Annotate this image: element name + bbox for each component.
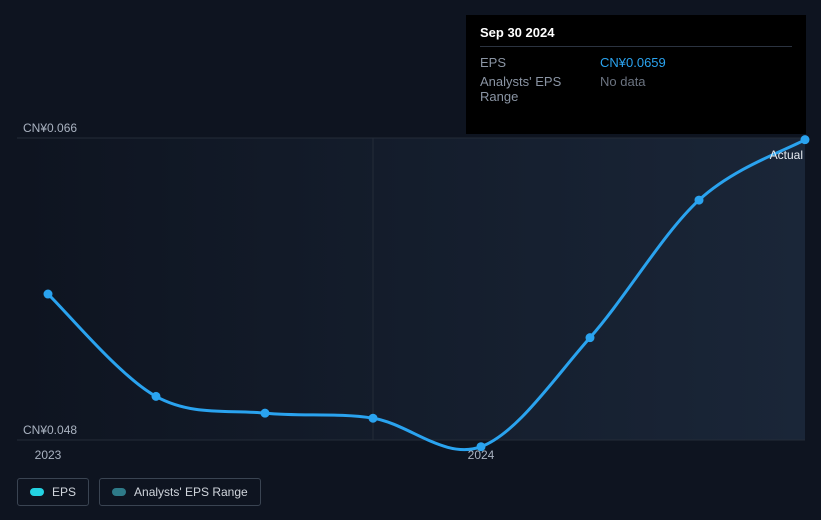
legend-label: Analysts' EPS Range xyxy=(134,485,248,499)
legend-item[interactable]: EPS xyxy=(17,478,89,506)
tooltip-key: Analysts' EPS Range xyxy=(480,74,600,104)
chart-area: CN¥0.066 CN¥0.048 20232024 Actual xyxy=(17,120,805,440)
x-axis-tick: 2023 xyxy=(35,448,62,462)
legend-label: EPS xyxy=(52,485,76,499)
data-point[interactable] xyxy=(152,392,161,401)
actual-label: Actual xyxy=(770,148,803,162)
eps-line-chart xyxy=(17,120,805,440)
tooltip-value: CN¥0.0659 xyxy=(600,55,666,70)
legend-item[interactable]: Analysts' EPS Range xyxy=(99,478,261,506)
chart-container: Sep 30 2024 EPSCN¥0.0659Analysts' EPS Ra… xyxy=(0,0,821,520)
tooltip-row: EPSCN¥0.0659 xyxy=(480,53,792,72)
x-axis-tick: 2024 xyxy=(468,448,495,462)
tooltip-date: Sep 30 2024 xyxy=(480,25,792,47)
tooltip-row: Analysts' EPS RangeNo data xyxy=(480,72,792,106)
tooltip-key: EPS xyxy=(480,55,600,70)
y-axis-tick-top: CN¥0.066 xyxy=(23,121,77,135)
data-point[interactable] xyxy=(44,290,53,299)
data-point[interactable] xyxy=(586,333,595,342)
hover-tooltip: Sep 30 2024 EPSCN¥0.0659Analysts' EPS Ra… xyxy=(466,15,806,134)
tooltip-value: No data xyxy=(600,74,646,104)
data-point[interactable] xyxy=(801,135,810,144)
data-point[interactable] xyxy=(261,409,270,418)
legend-swatch xyxy=(112,488,126,496)
data-point[interactable] xyxy=(695,196,704,205)
legend-swatch xyxy=(30,488,44,496)
data-point[interactable] xyxy=(369,414,378,423)
y-axis-tick-bottom: CN¥0.048 xyxy=(23,423,77,437)
legend: EPS Analysts' EPS Range xyxy=(17,478,261,506)
